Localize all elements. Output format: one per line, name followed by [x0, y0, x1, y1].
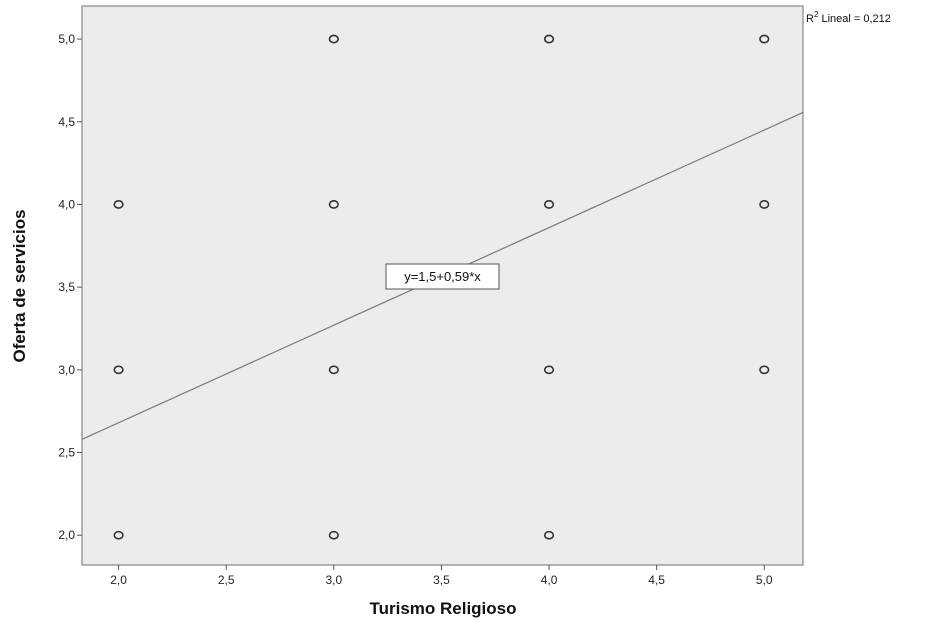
- y-tick-label: 4,5: [58, 115, 75, 129]
- x-tick-label: 4,0: [541, 573, 558, 587]
- data-point: [543, 365, 555, 375]
- x-tick-label: 2,0: [110, 573, 127, 587]
- y-tick-label: 4,0: [58, 197, 75, 211]
- data-point: [328, 34, 339, 44]
- data-point: [328, 365, 339, 375]
- y-axis: 2,0 2,5 3,0 3,5 4,0 4,5 5,0: [58, 32, 82, 542]
- data-point: [759, 365, 770, 375]
- y-tick-label: 2,5: [58, 446, 75, 460]
- data-point: [113, 530, 124, 540]
- r2-superscript: 2: [814, 10, 819, 19]
- data-point: [543, 200, 555, 209]
- equation-label: y=1,5+0,59*x: [385, 263, 500, 290]
- data-point: [328, 200, 339, 209]
- data-point: [543, 530, 555, 540]
- data-point: [759, 200, 770, 209]
- x-axis: 2,0 2,5 3,0 3,5 4,0 4,5 5,0: [110, 565, 773, 587]
- r2-value: Lineal = 0,212: [818, 13, 890, 25]
- equation-text: y=1,5+0,59*x: [404, 269, 481, 284]
- x-tick-label: 5,0: [756, 573, 773, 587]
- y-tick-label: 5,0: [58, 32, 75, 46]
- x-tick-label: 2,5: [218, 573, 235, 587]
- y-tick-label: 3,5: [58, 280, 75, 294]
- y-axis-title: Oferta de servicios: [10, 209, 29, 362]
- x-tick-label: 3,5: [433, 573, 450, 587]
- r2-prefix: R: [806, 13, 814, 25]
- data-points: [113, 34, 770, 540]
- data-point: [113, 200, 124, 209]
- data-point: [543, 34, 555, 44]
- y-tick-label: 2,0: [58, 528, 75, 542]
- x-tick-label: 3,0: [325, 573, 342, 587]
- data-point: [113, 365, 124, 375]
- data-point: [328, 530, 339, 540]
- x-axis-title: Turismo Religioso: [369, 599, 516, 618]
- r2-label: R2 Lineal = 0,212: [806, 10, 891, 25]
- x-tick-label: 4,5: [648, 573, 665, 587]
- y-tick-label: 3,0: [58, 363, 75, 377]
- data-point: [759, 34, 770, 44]
